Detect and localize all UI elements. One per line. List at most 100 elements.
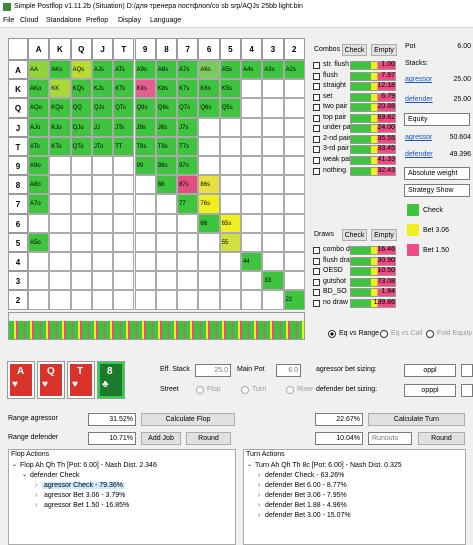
checkbox[interactable] — [313, 72, 320, 80]
hand-cell-empty[interactable] — [91, 194, 114, 214]
hand-cell[interactable]: A2s — [283, 60, 305, 80]
hand-cell-empty[interactable] — [28, 271, 50, 291]
hand-cell-empty[interactable] — [241, 79, 263, 99]
hand-cell[interactable]: A6s — [198, 60, 220, 80]
checkbox[interactable] — [313, 125, 320, 133]
hand-cell-empty[interactable] — [28, 252, 50, 272]
hand-cell[interactable]: 44 — [241, 252, 263, 272]
tree-expander[interactable]: ⌄ — [12, 462, 18, 468]
hand-cell-empty[interactable] — [113, 194, 135, 214]
checkbox[interactable] — [313, 104, 320, 112]
hand-cell-empty[interactable] — [177, 213, 199, 233]
hand-cell-empty[interactable] — [70, 232, 92, 252]
radio-label[interactable]: Eq vs Call — [391, 330, 423, 337]
strategy-mode[interactable]: Strategy Show — [404, 184, 470, 197]
hand-cell[interactable]: A9s — [134, 60, 156, 80]
turn-child[interactable]: defender Bet 6.00 - 8.77% — [265, 482, 347, 489]
menu-item[interactable]: Cloud — [20, 17, 39, 24]
hand-cell-empty[interactable] — [70, 194, 92, 214]
hand-cell-empty[interactable] — [241, 194, 263, 214]
hand-cell[interactable]: QJo — [70, 117, 92, 137]
hand-cell[interactable]: K5s — [219, 79, 241, 99]
hand-cell-empty[interactable] — [241, 117, 263, 137]
hand-cell-empty[interactable] — [198, 271, 220, 291]
hand-cell[interactable]: A3s — [262, 60, 284, 80]
hand-cell-empty[interactable] — [91, 232, 114, 252]
hand-cell-empty[interactable] — [91, 290, 114, 310]
hand-cell[interactable]: AA — [28, 60, 50, 80]
hand-cell-empty[interactable] — [155, 290, 178, 310]
hand-cell-empty[interactable] — [49, 232, 71, 252]
hand-cell-empty[interactable] — [155, 194, 178, 214]
equity-player[interactable]: agressor — [405, 134, 433, 141]
hand-cell-empty[interactable] — [241, 175, 263, 195]
hand-cell-empty[interactable] — [49, 175, 71, 195]
eff-stack-input[interactable]: 25.0 — [195, 364, 231, 377]
checkbox[interactable] — [313, 156, 320, 164]
hand-cell[interactable]: 97s — [177, 156, 199, 176]
hand-cell-empty[interactable] — [134, 194, 156, 214]
hand-cell-empty[interactable] — [283, 98, 305, 118]
hand-cell[interactable]: A7s — [177, 60, 199, 80]
hand-cell[interactable]: AKo — [28, 79, 50, 99]
player-name[interactable]: defender — [405, 96, 433, 103]
hand-cell-empty[interactable] — [113, 213, 135, 233]
turn-child[interactable]: defender Check - 63.26% — [265, 472, 345, 479]
hand-cell[interactable]: 22 — [283, 290, 305, 310]
checkbox[interactable] — [313, 299, 320, 307]
hand-cell[interactable]: T7s — [177, 136, 199, 156]
radio[interactable] — [286, 386, 294, 394]
hand-cell[interactable]: QTs — [113, 98, 135, 118]
menu-item[interactable]: File — [3, 17, 15, 24]
hand-cell[interactable]: T9s — [134, 136, 156, 156]
weight-mode[interactable]: Absolute weight — [404, 167, 470, 180]
flop-child[interactable]: agressor Check - 79.36% — [42, 482, 125, 489]
hand-cell[interactable]: T8s — [155, 136, 178, 156]
hand-cell-empty[interactable] — [198, 156, 220, 176]
hand-cell[interactable]: AKs — [49, 60, 71, 80]
hand-cell-empty[interactable] — [262, 156, 284, 176]
checkbox[interactable] — [313, 83, 320, 91]
hand-cell[interactable]: 86s — [198, 175, 220, 195]
agressor-sizing[interactable]: oppl — [404, 364, 456, 377]
hand-cell[interactable]: 55 — [219, 232, 241, 252]
hand-cell-empty[interactable] — [219, 156, 241, 176]
hand-cell[interactable]: QJs — [91, 98, 114, 118]
menu-item[interactable]: Language — [150, 17, 182, 24]
checkbox[interactable] — [313, 135, 320, 143]
hand-cell-empty[interactable] — [91, 156, 114, 176]
hand-cell[interactable]: A5o — [28, 232, 50, 252]
hand-cell[interactable]: KTs — [113, 79, 135, 99]
hand-cell[interactable]: Q7s — [177, 98, 199, 118]
tree-expander[interactable]: › — [258, 482, 261, 489]
hand-cell[interactable]: AJs — [91, 60, 114, 80]
turn-round-button[interactable]: Round — [418, 432, 465, 445]
hand-cell-empty[interactable] — [70, 175, 92, 195]
flop-round-button[interactable]: Round — [186, 432, 231, 445]
hand-cell-empty[interactable] — [241, 136, 263, 156]
hand-cell-empty[interactable] — [219, 117, 241, 137]
hand-cell[interactable]: KQs — [70, 79, 92, 99]
checkbox[interactable] — [313, 278, 320, 286]
hand-cell-empty[interactable] — [283, 194, 305, 214]
hand-cell-empty[interactable] — [283, 156, 305, 176]
hand-cell[interactable]: 76s — [198, 194, 220, 214]
checkbox[interactable] — [313, 289, 320, 296]
hand-cell[interactable]: JJ — [91, 117, 114, 137]
hand-cell-empty[interactable] — [113, 271, 135, 291]
hand-cell-empty[interactable] — [70, 213, 92, 233]
hand-cell-empty[interactable] — [70, 156, 92, 176]
calc-flop-button[interactable]: Calculate Flop — [141, 413, 235, 426]
street-label[interactable]: Turn — [252, 386, 267, 393]
equity-mode[interactable]: Equity — [404, 113, 470, 126]
hand-cell-empty[interactable] — [262, 232, 284, 252]
hand-cell[interactable]: Q6s — [198, 98, 220, 118]
hand-cell-empty[interactable] — [113, 156, 135, 176]
tree-expander[interactable]: › — [35, 492, 38, 499]
hand-cell-empty[interactable] — [70, 271, 92, 291]
hand-cell-empty[interactable] — [241, 213, 263, 233]
hand-cell-empty[interactable] — [113, 290, 135, 310]
radio[interactable] — [196, 386, 204, 394]
hand-cell-empty[interactable] — [113, 232, 135, 252]
hand-cell-empty[interactable] — [177, 271, 199, 291]
